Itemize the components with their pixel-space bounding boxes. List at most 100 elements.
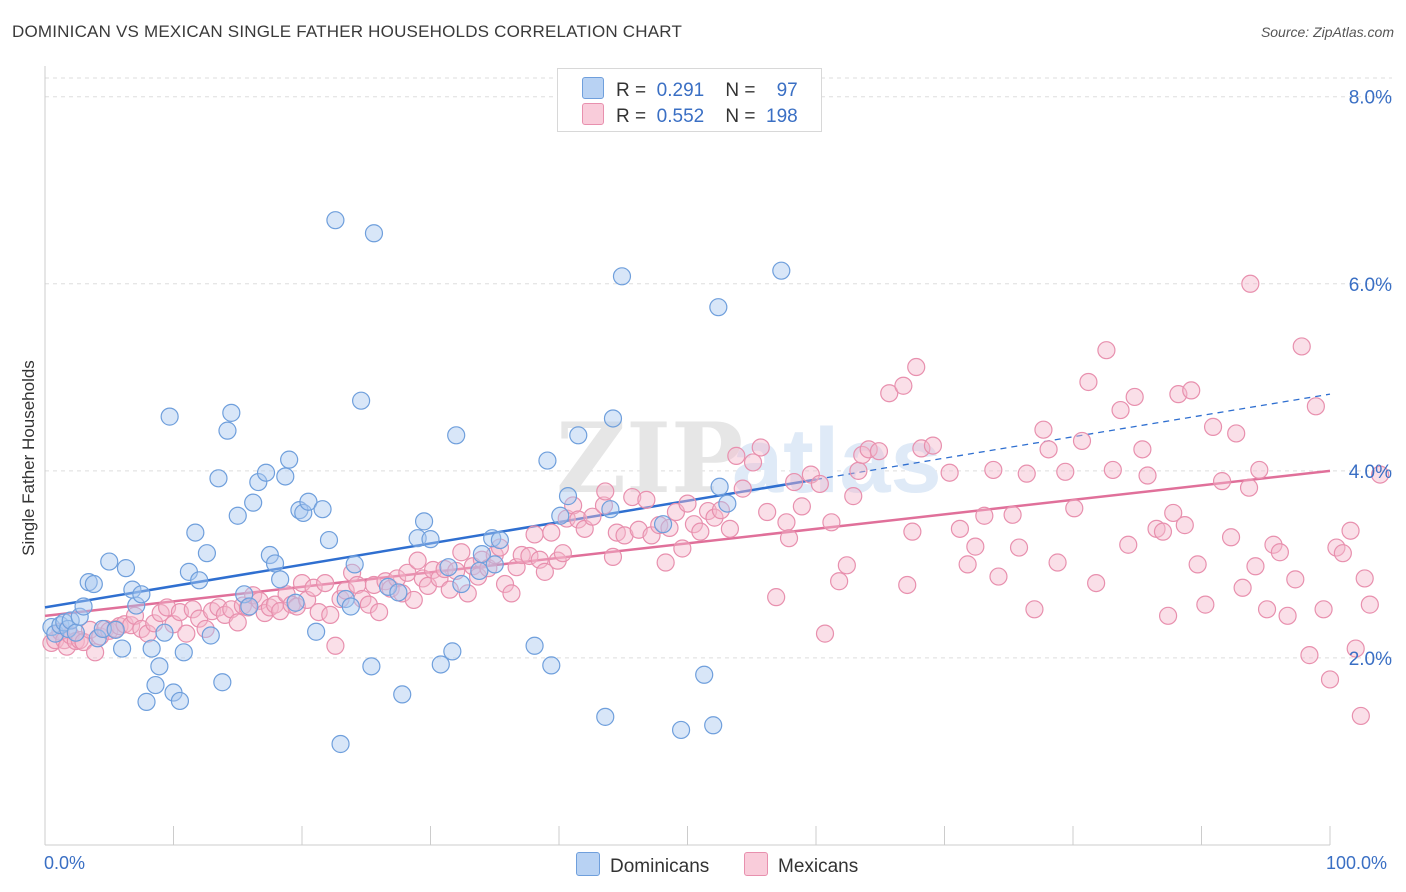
mexicans-point — [1175, 516, 1194, 535]
dominicans-point — [299, 492, 318, 511]
mexicans-point — [912, 439, 931, 458]
gridlines — [45, 77, 1392, 659]
mexicans-point — [228, 613, 247, 632]
chart-title: DOMINICAN VS MEXICAN SINGLE FATHER HOUSE… — [12, 22, 683, 41]
dominicans-point — [276, 467, 295, 486]
mexicans-point — [1246, 557, 1265, 576]
dominicans-point — [218, 421, 237, 440]
dominicans-point — [170, 691, 190, 711]
mexicans-point — [271, 602, 290, 621]
mexicans-point — [408, 551, 427, 570]
dominicans-point — [542, 656, 561, 675]
mexicans-point — [642, 526, 661, 545]
mexicans-point — [989, 567, 1008, 586]
x-tick-label-min: 0.0% — [44, 853, 86, 873]
dominicans-point — [265, 554, 285, 573]
mexicans-point — [1264, 535, 1283, 554]
n-label: N = — [725, 80, 756, 101]
mexicans-point — [779, 529, 799, 548]
mexicans-point — [569, 510, 588, 529]
dominicans-point — [393, 685, 412, 704]
dominicans-point — [538, 451, 557, 470]
mexicans-point — [1371, 465, 1390, 484]
dominicans-point — [569, 426, 588, 445]
dominicans-point — [280, 450, 299, 469]
watermark-text: atlas — [732, 410, 942, 512]
dominicans-point — [201, 626, 220, 645]
axes — [44, 66, 1331, 846]
mexicans-point — [1158, 606, 1178, 625]
dominicans-point — [431, 655, 450, 674]
mexicans-point — [1087, 573, 1106, 593]
dominicans-point — [447, 426, 466, 445]
y-axis-label: Single Father Households — [19, 360, 38, 556]
mexicans-point — [1203, 417, 1223, 436]
mexicans-point — [1278, 606, 1297, 625]
mexicans-point — [1009, 538, 1029, 557]
mexicans-point — [1003, 505, 1022, 524]
dominicans-point — [313, 500, 332, 519]
mexicans-point — [1346, 639, 1365, 658]
mexicans-point — [553, 544, 572, 563]
dominicans-point — [378, 577, 398, 596]
mexicans-point — [1286, 570, 1305, 589]
mexicans-point — [1103, 460, 1122, 480]
y-tick-label: 8.0% — [1349, 88, 1392, 109]
dominicans-point — [74, 597, 93, 616]
mexicans-point — [966, 537, 985, 556]
dominicans-point — [718, 494, 737, 513]
dominicans-point — [472, 545, 491, 564]
mexicans-point — [815, 624, 835, 643]
dominicans-point — [256, 463, 276, 482]
dominicans-point — [408, 529, 427, 548]
mexicans-swatch — [582, 103, 604, 125]
correlation-legend: R = 0.291 N = 97 R = 0.552 N = 198 — [557, 68, 822, 132]
dominicans-point — [222, 403, 241, 422]
mexicans-point — [1039, 440, 1058, 459]
mexicans-point — [603, 547, 623, 567]
mexicans-point — [596, 482, 615, 501]
mexicans-point — [490, 538, 509, 557]
mexicans-point — [1314, 600, 1333, 619]
dominicans-point — [197, 544, 217, 563]
mexicans-legend-label: Mexicans — [778, 856, 859, 877]
dominicans-point — [558, 487, 578, 506]
dominicans-point — [490, 530, 509, 550]
mexicans-point — [1133, 440, 1152, 459]
mexicans-point — [1221, 528, 1241, 547]
mexicans-point — [894, 376, 913, 395]
dominicans-point — [228, 506, 247, 525]
dominicans-point — [601, 500, 620, 519]
dominicans-point — [142, 639, 161, 658]
mexicans-trend-line — [44, 469, 1331, 618]
mexicans-point — [1351, 706, 1370, 726]
dominicans-point — [704, 716, 723, 735]
mexicans-point — [1233, 578, 1252, 597]
dominicans-point — [271, 570, 290, 589]
mexicans-point — [903, 522, 922, 541]
mexicans-point — [404, 590, 423, 610]
dominicans-point — [249, 472, 268, 492]
mexicans-point — [260, 598, 279, 617]
mexicans-point — [698, 501, 718, 521]
mexicans-point — [1065, 499, 1084, 518]
mexicans-point — [792, 497, 811, 516]
mexicans-point — [849, 461, 868, 480]
dominicans-point — [612, 267, 632, 286]
mexicans-point — [535, 562, 554, 581]
mexicans-point — [720, 519, 740, 538]
dominicans-swatch — [582, 77, 604, 99]
dominicans-point — [443, 642, 462, 661]
mexicans-point — [1138, 466, 1157, 485]
mexicans-point — [1212, 472, 1232, 491]
dominicans-point — [389, 583, 408, 602]
y-tick-label: 6.0% — [1349, 275, 1392, 296]
mexicans-point — [145, 614, 164, 633]
mexicans-point — [1182, 381, 1201, 400]
dominicans-point — [116, 559, 136, 578]
dominicans-point — [341, 597, 360, 616]
dominicans-point — [84, 574, 103, 594]
dominicans-point — [414, 512, 434, 531]
mexicans-point — [304, 578, 323, 597]
